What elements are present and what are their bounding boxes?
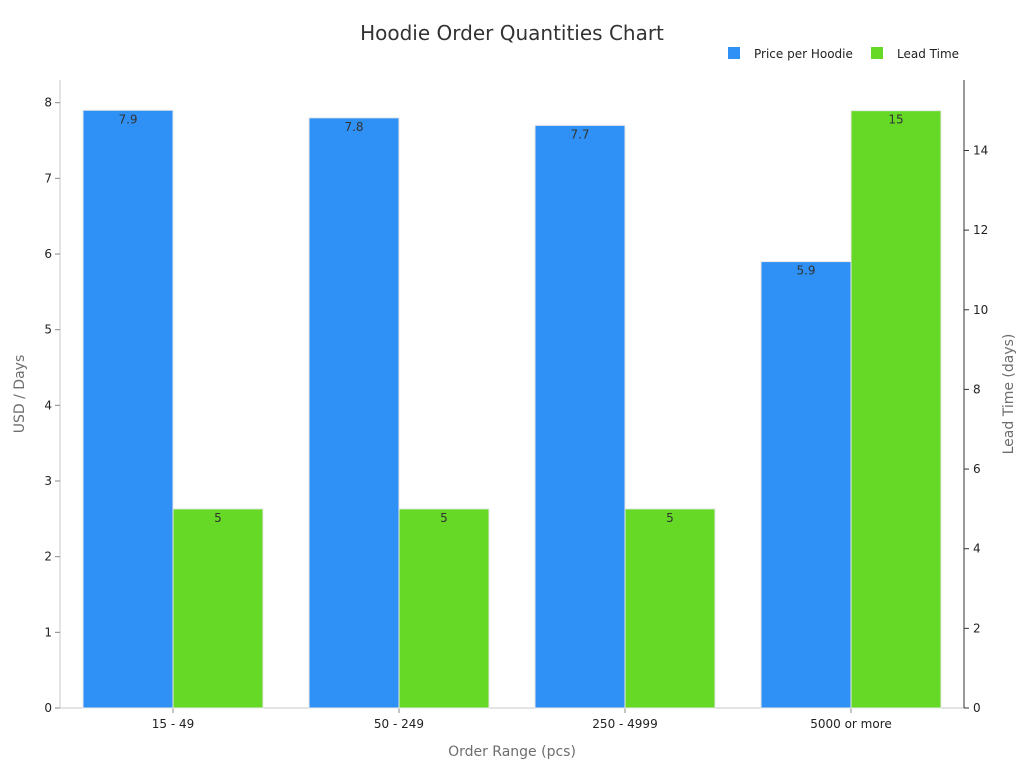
bar-labels: 7.9 5 7.8 5 7.7 5 5.9 15: [118, 112, 903, 525]
bar-price: [308, 117, 400, 709]
legend: Price per Hoodie Lead Time: [728, 47, 959, 61]
bar-price: [82, 109, 174, 709]
y-tick-label: 5: [44, 323, 52, 337]
y-tick-label: 0: [44, 701, 52, 715]
y-axis-title: USD / Days: [12, 355, 28, 433]
data-label: 7.8: [344, 120, 363, 134]
y-tick-label: 2: [44, 550, 52, 564]
bar-lead-time: [398, 508, 490, 709]
y-tick-label: 4: [44, 398, 52, 412]
x-tick-label: 250 - 4999: [592, 717, 657, 731]
bars: [82, 109, 942, 709]
data-label: 7.9: [118, 112, 137, 126]
x-axis-title: Order Range (pcs): [448, 744, 576, 760]
legend-swatch-lead-time: [871, 47, 883, 59]
y2-tick-label: 6: [973, 462, 981, 476]
data-label: 15: [888, 113, 903, 127]
y2-tick-label: 8: [973, 382, 981, 396]
x-axis-ticks: 15 - 49 50 - 249 250 - 4999 5000 or more: [152, 708, 892, 731]
x-tick-label: 50 - 249: [374, 717, 424, 731]
bar-lead-time: [624, 508, 716, 709]
legend-swatch-price: [728, 47, 740, 59]
chart-title: Hoodie Order Quantities Chart: [360, 21, 664, 45]
bar-price: [760, 261, 852, 709]
data-label: 5.9: [796, 264, 815, 278]
y-tick-label: 3: [44, 474, 52, 488]
y2-tick-label: 0: [973, 701, 981, 715]
bar-lead-time: [172, 508, 264, 709]
y-tick-label: 6: [44, 247, 52, 261]
data-label: 7.7: [570, 127, 589, 141]
y-axis-ticks: 0 1 2 3 4 5 6 7 8: [44, 96, 60, 715]
y2-tick-label: 14: [973, 143, 988, 157]
y2-tick-label: 4: [973, 542, 981, 556]
data-label: 5: [440, 511, 448, 525]
y2-axis-title: Lead Time (days): [1001, 334, 1017, 455]
legend-label: Price per Hoodie: [754, 47, 853, 61]
y-tick-label: 1: [44, 625, 52, 639]
x-tick-label: 5000 or more: [810, 717, 892, 731]
bar-price: [534, 124, 626, 709]
x-tick-label: 15 - 49: [152, 717, 195, 731]
y-tick-label: 7: [44, 171, 52, 185]
y2-tick-label: 2: [973, 621, 981, 635]
y2-axis-ticks: 0 2 4 6 8 10 12 14: [964, 143, 988, 715]
y2-tick-label: 10: [973, 303, 988, 317]
bar-lead-time: [850, 110, 942, 709]
legend-label: Lead Time: [897, 47, 959, 61]
data-label: 5: [214, 511, 222, 525]
data-label: 5: [666, 511, 674, 525]
y-tick-label: 8: [44, 96, 52, 110]
y2-tick-label: 12: [973, 223, 988, 237]
